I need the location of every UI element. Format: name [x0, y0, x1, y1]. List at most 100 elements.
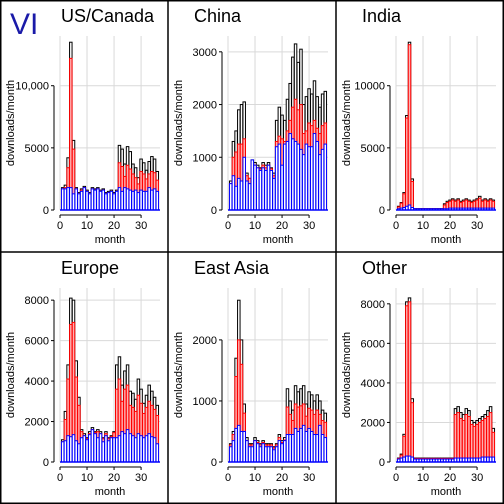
bar-base [323, 143, 328, 211]
bar-base [85, 190, 89, 211]
bar-base [237, 177, 241, 211]
bar-base [125, 429, 130, 463]
x-tick-label: 10 [417, 220, 429, 232]
bar-base [274, 446, 279, 463]
bar-base [74, 440, 78, 463]
bar-base [280, 443, 284, 463]
y-axis-label: downloads/month [5, 332, 17, 418]
bar-base [250, 159, 255, 211]
bar-base [239, 430, 244, 463]
bar-base [283, 440, 287, 463]
bar-base [228, 446, 233, 463]
bar-base [120, 190, 124, 211]
panel-europe: 0 2000 4000 6000 8000 0 10 20 30 Europe month downl… [5, 258, 160, 498]
bar-base [133, 189, 138, 211]
bar-base [274, 146, 279, 211]
bar-mid [480, 419, 485, 463]
bar-base [320, 148, 325, 211]
x-tick-label: 30 [135, 220, 147, 232]
bar-base [82, 435, 87, 463]
y-tick-label: 4000 [25, 376, 49, 388]
y-tick-label: 2000 [193, 100, 217, 112]
bar-base [253, 440, 257, 463]
bar-base [66, 435, 70, 463]
bar-base [104, 435, 108, 463]
x-tick-label: 20 [108, 472, 120, 484]
bar-base [155, 190, 160, 211]
bar-base [142, 437, 146, 463]
y-tick-label: 0 [379, 205, 385, 217]
panel-title: US/Canada [61, 6, 155, 26]
bar-base [136, 433, 141, 463]
bar-base [69, 436, 73, 463]
bar-base [96, 437, 100, 463]
x-tick-label: 30 [135, 472, 147, 484]
bar-base [242, 430, 246, 463]
bar-base [231, 175, 236, 211]
bar-mid [469, 423, 474, 463]
y-tick-label: 0 [379, 457, 385, 469]
y-axis-label: downloads/month [173, 80, 185, 166]
panel-title: East Asia [194, 258, 270, 278]
bar-base [112, 437, 116, 463]
panel-india: 0 5000 10000 0 10 20 30 India month downloads/mon… [341, 6, 496, 246]
x-tick-label: 0 [393, 220, 399, 232]
bar-base [307, 146, 311, 211]
bar-base [152, 437, 157, 463]
bar-mid [456, 412, 460, 463]
bar-base [255, 443, 260, 463]
bar-base [304, 430, 309, 463]
bar-base [237, 424, 241, 463]
bar-base [312, 434, 317, 463]
bar-base [128, 189, 133, 211]
bar-base [98, 190, 103, 211]
x-axis-label: month [431, 486, 462, 498]
bar-base [285, 140, 290, 211]
bar-base [93, 189, 97, 211]
bar-base [277, 143, 282, 211]
bar-base [144, 435, 149, 463]
x-tick-label: 10 [81, 472, 93, 484]
bar-mid [488, 412, 493, 463]
y-tick-label: 2000 [25, 417, 49, 429]
bar-base [112, 193, 116, 211]
bar-base [66, 187, 70, 211]
bar-mid [407, 44, 412, 211]
x-tick-label: 20 [444, 220, 456, 232]
y-tick-label: 10,000 [15, 81, 49, 93]
y-tick-label: 6000 [361, 338, 385, 350]
bar-base [264, 446, 268, 463]
y-tick-label: 1000 [193, 152, 217, 164]
y-tick-label: 0 [43, 457, 49, 469]
x-tick-label: 30 [471, 220, 483, 232]
bar-base [234, 185, 238, 211]
bar-mid [483, 418, 487, 463]
bar-base [253, 164, 257, 211]
bar-base [247, 446, 252, 463]
panel-east-asia: 0 1000 2000 0 10 20 30 East Asia month downloads/… [173, 258, 328, 498]
bar-base [90, 429, 95, 463]
bar-base [310, 146, 314, 211]
bar-mid [453, 414, 458, 463]
chart-panels: 0 5000 10,000 0 10 20 30 US/Canada month download… [5, 6, 496, 498]
bar-base [293, 427, 298, 463]
bar-base [115, 437, 119, 463]
bar-base [405, 455, 409, 463]
y-tick-label: 5000 [25, 143, 49, 155]
bar-base [120, 431, 124, 463]
bar-base [82, 187, 87, 211]
bar-base [109, 190, 114, 211]
bar-base [115, 190, 119, 211]
bar-base [117, 187, 122, 211]
bar-base [245, 440, 249, 463]
panel-other: 0 2000 4000 6000 8000 0 10 20 30 Other month downlo… [341, 258, 496, 498]
bar-base [296, 430, 301, 463]
bar-base [231, 440, 236, 463]
x-tick-label: 10 [249, 472, 261, 484]
x-tick-label: 0 [225, 220, 231, 232]
bar-base [272, 177, 276, 211]
bar-base [136, 192, 141, 211]
bar-mid [407, 301, 412, 463]
bar-base [266, 164, 271, 211]
bar-base [71, 434, 76, 463]
